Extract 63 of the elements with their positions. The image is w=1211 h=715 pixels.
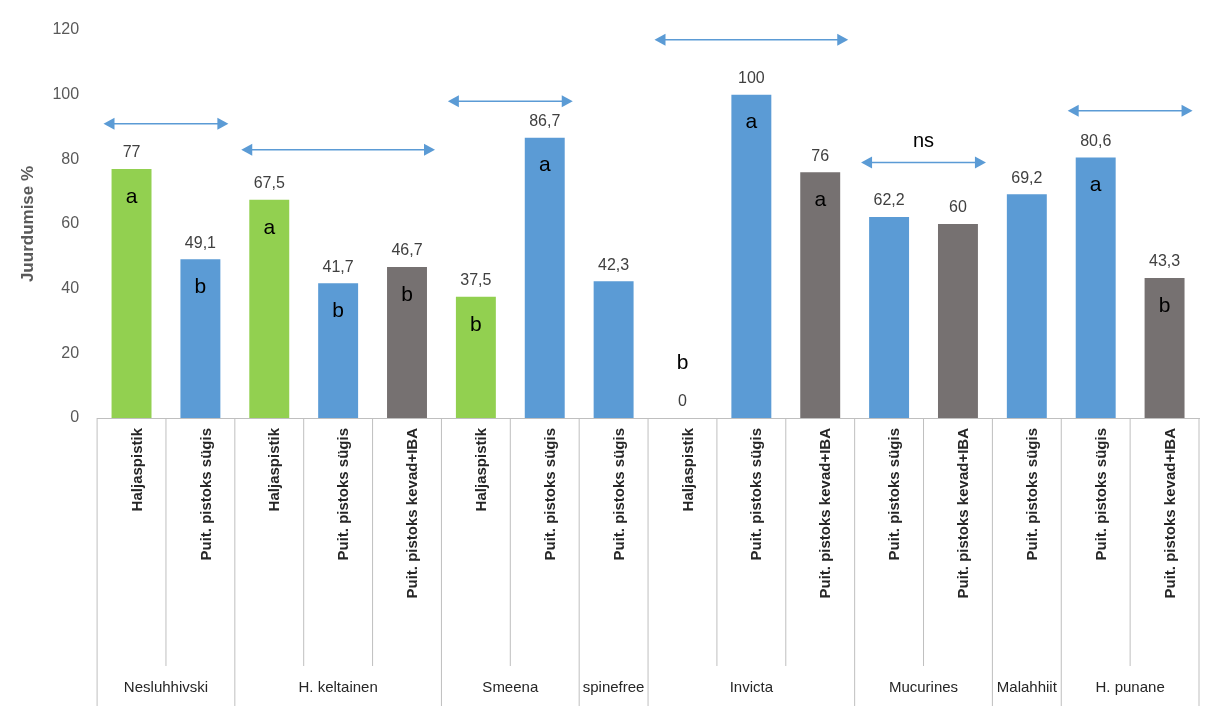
y-axis-title: Juurdumise % (17, 165, 37, 283)
x-tick-label: Puit. pistoks sügis (609, 428, 627, 561)
y-tick-label: 20 (61, 343, 80, 361)
y-tick-label: 60 (61, 214, 80, 232)
text: Nesluhhivski (123, 678, 209, 696)
text: Smeena (482, 678, 539, 696)
data-label: 41,7 (322, 257, 354, 275)
x-tick-label: Puit. pistoks sügis (334, 428, 352, 561)
x-tick-label: Puit. pistoks sügis (1091, 428, 1109, 561)
x-tick-label: Puit. pistoks sügis (1022, 428, 1040, 561)
x-tick-label: Puit. pistoks sügis (196, 428, 214, 561)
data-label: 0 (678, 392, 688, 410)
text: H. keltainen (298, 678, 378, 696)
x-tick-label: Puit. pistoks sügis (885, 428, 903, 561)
y-tick-label: 80 (61, 149, 80, 167)
x-tick-label: Puit. pistoks kevad+IBA (954, 427, 972, 599)
text: Malahhiit (996, 678, 1058, 696)
annotation: a (814, 187, 827, 211)
annotation: b (470, 311, 482, 335)
data-label: 80,6 (1080, 131, 1112, 149)
data-label: 86,7 (529, 112, 561, 130)
text: H. punane (1095, 678, 1165, 696)
annotation: a (263, 214, 276, 238)
annotation: a (745, 109, 758, 133)
annotation: ns (912, 128, 935, 151)
data-label: 62,2 (873, 191, 905, 209)
annotation: b (676, 349, 689, 373)
data-label: 43,3 (1149, 252, 1181, 270)
annotation: a (125, 183, 138, 207)
annotation: a (1089, 172, 1102, 196)
data-label: 60 (949, 198, 967, 216)
text: spinefree (582, 678, 645, 696)
x-tick-label: Haljaspistik (678, 427, 696, 512)
x-tick-label: Haljaspistik (472, 427, 490, 512)
bar (1006, 194, 1047, 418)
x-tick-label: Puit. pistoks sügis (747, 428, 765, 561)
y-tick-label: 40 (61, 279, 80, 297)
annotation: b (332, 297, 344, 321)
y-tick-label: 100 (52, 85, 80, 103)
data-label: 76 (811, 146, 830, 164)
annotation: a (538, 152, 551, 176)
y-tick-label: 120 (52, 20, 80, 38)
data-label: 37,5 (460, 271, 492, 289)
text: Invicta (729, 678, 774, 696)
x-tick-label: Puit. pistoks kevad+IBA (1160, 427, 1178, 599)
annotation: b (194, 274, 207, 298)
data-label: 77 (122, 143, 141, 161)
x-tick-label: Puit. pistoks kevad+IBA (816, 427, 834, 599)
annotation: b (401, 281, 413, 305)
x-tick-label: Haljaspistik (265, 427, 283, 512)
data-label: 42,3 (598, 255, 630, 273)
data-label: 100 (738, 69, 765, 87)
text: Mucurines (888, 678, 959, 696)
x-tick-label: Puit. pistoks sügis (540, 428, 558, 561)
data-label: 46,7 (391, 241, 423, 259)
data-label: 67,5 (253, 174, 285, 192)
data-label: 49,1 (184, 233, 217, 251)
y-tick-label: 0 (70, 408, 80, 426)
data-label: 69,2 (1011, 168, 1043, 186)
bar (593, 281, 634, 418)
x-tick-label: Haljaspistik (127, 427, 145, 512)
annotation: b (1158, 292, 1171, 316)
x-tick-label: Puit. pistoks kevad+IBA (403, 427, 421, 599)
